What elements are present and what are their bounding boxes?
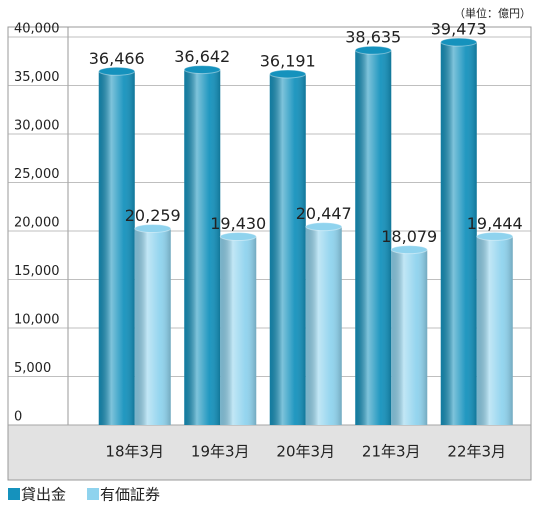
data-label: 38,635	[345, 28, 401, 47]
legend-label: 貸出金	[21, 486, 66, 504]
data-label: 20,447	[296, 204, 352, 223]
bar	[269, 69, 307, 425]
bar-shine	[305, 226, 342, 425]
axis-band	[7, 424, 532, 481]
bar-cap	[219, 232, 257, 242]
bar-cap	[183, 65, 221, 75]
bar	[305, 222, 343, 425]
y-tick-label: 10,000	[14, 313, 60, 328]
y-tick-label: 15,000	[14, 264, 60, 279]
data-label: 39,473	[431, 20, 487, 39]
bar-cap	[390, 245, 428, 255]
x-tick-label: 20年3月	[276, 443, 335, 461]
y-tick-label: 30,000	[14, 119, 60, 134]
y-tick-label: 40,000	[14, 22, 60, 37]
bar-cap	[134, 223, 172, 233]
bar-shine	[269, 73, 306, 425]
bar-cap	[476, 231, 514, 241]
y-tick-label: 35,000	[14, 70, 60, 85]
data-label: 20,259	[125, 206, 181, 225]
bar	[134, 223, 172, 425]
bar-shine	[134, 228, 171, 425]
bar-shine	[476, 236, 513, 425]
bar	[354, 45, 392, 425]
bar-shine	[391, 249, 428, 425]
data-label: 18,079	[381, 227, 437, 246]
x-tick-label: 21年3月	[362, 443, 421, 461]
bar-cap	[305, 222, 343, 232]
x-tick-label: 18年3月	[105, 443, 164, 461]
bar-cap	[269, 69, 307, 79]
bar-shine	[184, 69, 221, 425]
y-tick-label: 5,000	[14, 361, 51, 376]
y-tick-label: 25,000	[14, 167, 60, 182]
y-tick-label: 20,000	[14, 216, 60, 231]
data-label: 36,466	[89, 49, 145, 68]
data-label: 19,444	[467, 214, 523, 233]
data-label: 36,191	[260, 51, 316, 70]
bar-shine	[440, 42, 477, 425]
data-label: 19,430	[210, 214, 266, 233]
bar-cap	[98, 66, 136, 76]
bar	[476, 231, 514, 425]
x-tick-label: 22年3月	[447, 443, 506, 461]
bar	[98, 66, 136, 426]
bar-shine	[355, 50, 392, 425]
bar	[219, 232, 257, 425]
bar-cap	[440, 37, 478, 47]
bar	[390, 245, 428, 425]
bar-cap	[354, 45, 392, 55]
bar	[440, 37, 478, 425]
bar	[183, 65, 221, 425]
legend-swatch	[87, 488, 100, 500]
y-tick-label: 0	[14, 410, 22, 425]
data-label: 36,642	[174, 47, 230, 66]
x-tick-label: 19年3月	[191, 443, 250, 461]
unit-label: （単位：億円）	[454, 6, 531, 20]
legend-label: 有価証券	[100, 486, 160, 504]
legend-swatch	[8, 488, 20, 500]
bar-shine	[98, 71, 135, 426]
bar-shine	[220, 236, 257, 425]
